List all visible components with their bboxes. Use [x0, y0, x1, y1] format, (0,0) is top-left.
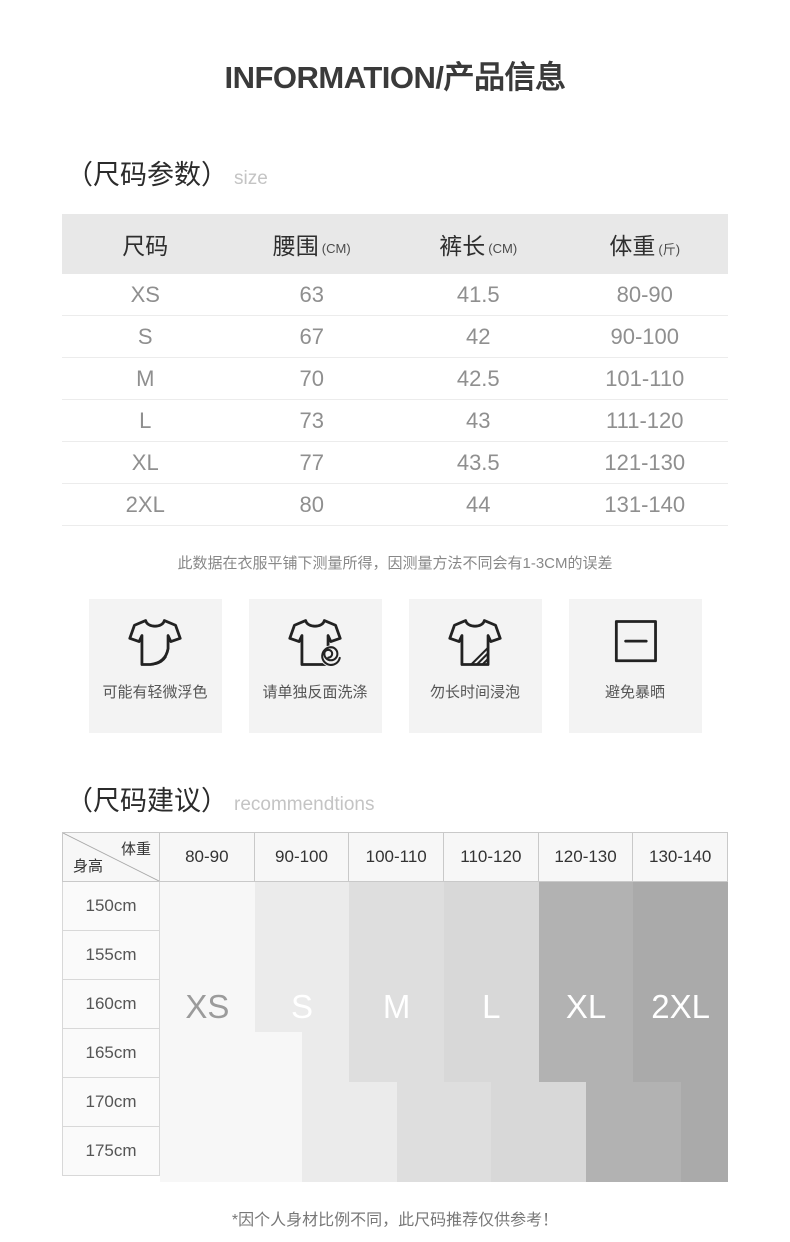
table-row: XL 77 43.5 121-130: [62, 442, 728, 484]
recommendation-heading-en: recommendtions: [234, 794, 375, 815]
table-row: 2XL 80 44 131-140: [62, 484, 728, 526]
height-row-label: 165cm: [62, 1028, 160, 1078]
table-row: M 70 42.5 101-110: [62, 358, 728, 400]
care-instructions: 可能有轻微浮色 请单独反面洗涤 勿长时间浸泡 避免暴晒: [0, 599, 790, 733]
table-cell: 67: [299, 323, 324, 349]
table-cell: S: [137, 323, 153, 349]
table-cell: XL: [131, 449, 159, 475]
tshirt-spiral-icon: [288, 619, 342, 667]
size-band-2xl: [633, 882, 728, 1082]
height-row-label: 150cm: [62, 881, 160, 931]
table-cell: 101-110: [605, 365, 685, 391]
dry-flat-square-icon: [614, 620, 657, 663]
column-label: 体重: [609, 233, 656, 259]
size-band-label-xs: XS: [185, 988, 230, 1025]
weight-column-header: 130-140: [632, 832, 729, 882]
size-table-header: 尺码 腰围 (CM) 裤长 (CM) 体重 (斤): [62, 214, 728, 274]
table-cell: 80-90: [616, 281, 673, 307]
column-unit: (斤): [658, 241, 681, 257]
care-card-wash-separately: 请单独反面洗涤: [248, 599, 382, 733]
weight-column-header: 80-90: [159, 832, 255, 882]
care-label: 请单独反面洗涤: [262, 684, 368, 701]
recommendation-heading-cn: （尺码建议）: [66, 786, 228, 816]
column-unit: (CM): [488, 240, 518, 256]
column-label: 尺码: [122, 233, 169, 259]
table-cell: 80: [299, 491, 324, 517]
table-cell: 43: [466, 407, 491, 433]
tshirt-fold-corner-icon: [128, 619, 182, 666]
footer-note: *因个人身材比例不同，此尺码推荐仅供参考！: [231, 1212, 559, 1229]
table-cell: 131-140: [604, 491, 686, 517]
weight-column-header: 120-130: [537, 832, 634, 882]
size-parameter-table: 尺码 腰围 (CM) 裤长 (CM) 体重 (斤) XS 63 41.5 80-90 S 67 42 90…: [62, 214, 728, 526]
size-heading-en: size: [234, 168, 268, 189]
care-card-fading: 可能有轻微浮色: [88, 599, 222, 733]
table-cell: 121-130: [604, 449, 686, 475]
measure-note: 此数据在衣服平铺下测量所得，因测量方法不同会有1-3CM的误差: [177, 555, 613, 572]
recommendation-section-heading: （尺码建议） recommendtions: [66, 779, 790, 818]
table-cell: M: [136, 365, 155, 391]
table-cell: 44: [466, 491, 491, 517]
weight-column-header: 100-110: [348, 832, 445, 882]
weight-column-header: 90-100: [253, 832, 350, 882]
tshirt-hatched-corner-icon: [448, 619, 502, 666]
care-card-no-soaking: 勿长时间浸泡: [408, 599, 542, 733]
column-header: 体重 (斤): [562, 227, 729, 261]
corner-weight-label: 体重: [120, 841, 151, 858]
page-title: INFORMATION/产品信息: [224, 60, 566, 95]
table-row: L 73 43 111-120: [62, 400, 728, 442]
care-label: 可能有轻微浮色: [102, 684, 208, 701]
table-row: S 67 42 90-100: [62, 316, 728, 358]
table-cell: XS: [130, 281, 160, 307]
table-cell: 63: [299, 281, 324, 307]
table-cell: 90-100: [610, 323, 679, 349]
height-row-label: 160cm: [62, 979, 160, 1029]
height-row-label: 175cm: [62, 1126, 160, 1176]
column-label: 腰围: [272, 233, 319, 259]
column-label: 裤长: [439, 233, 486, 259]
size-heading-cn: （尺码参数）: [66, 160, 228, 190]
column-header: 腰围 (CM): [229, 227, 396, 261]
weight-column-header: 110-120: [443, 832, 539, 882]
size-recommendation-table: 体重 身高 80-90 90-100 100-110 110-120 120-130 13…: [62, 832, 729, 1182]
diagonal-divider: [63, 833, 159, 881]
recommendation-header-row: 体重 身高 80-90 90-100 100-110 110-120 120-130 13…: [62, 832, 729, 882]
size-band-area: XS S M L XL 2XL: [160, 882, 728, 1182]
size-band-label-s: S: [290, 988, 314, 1025]
size-table-rows: XS 63 41.5 80-90 S 67 42 90-100 M 70 42.5 101-110 L 7…: [62, 274, 728, 526]
table-cell: 42.5: [456, 365, 500, 391]
size-band-2xl: [680, 1082, 728, 1182]
table-cell: 73: [299, 407, 324, 433]
size-band-label-xl: XL: [565, 988, 607, 1025]
corner-cell: 体重 身高: [62, 832, 160, 882]
table-cell: 77: [299, 449, 324, 475]
table-cell: 43.5: [456, 449, 500, 475]
column-unit: (CM): [321, 240, 351, 256]
table-cell: 41.5: [456, 281, 500, 307]
table-cell: 2XL: [125, 491, 165, 517]
size-band-label-m: M: [382, 988, 411, 1025]
table-cell: 70: [299, 365, 324, 391]
column-header: 裤长 (CM): [395, 227, 562, 261]
height-row-label: 170cm: [62, 1077, 160, 1127]
care-label: 避免暴晒: [604, 684, 665, 701]
table-cell: 111-120: [606, 407, 684, 433]
recommendation-body: 150cm 155cm 160cm 165cm 170cm 175cm XS S M L XL 2X…: [62, 881, 728, 1182]
height-labels-column: 150cm 155cm 160cm 165cm 170cm 175cm: [62, 881, 160, 1182]
column-header: 尺码: [62, 227, 229, 261]
size-section-heading: （尺码参数） size: [66, 153, 790, 192]
table-cell: 42: [466, 323, 491, 349]
corner-height-label: 身高: [73, 858, 104, 875]
size-band-label-l: L: [482, 988, 501, 1025]
table-cell: L: [139, 407, 152, 433]
care-card-avoid-sun: 避免暴晒: [568, 599, 702, 733]
care-label: 勿长时间浸泡: [429, 684, 520, 701]
size-band-label-2xl: 2XL: [651, 988, 711, 1025]
height-row-label: 155cm: [62, 930, 160, 980]
table-row: XS 63 41.5 80-90: [62, 274, 728, 316]
